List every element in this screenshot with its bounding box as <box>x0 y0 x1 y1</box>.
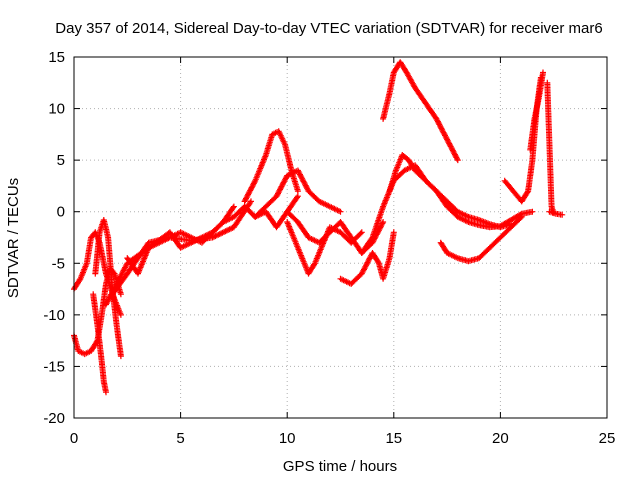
series-markers <box>544 79 557 216</box>
axis-ticks: 0 5 10 15 20 25 -20 -15 -10 -5 0 5 10 15 <box>43 49 615 447</box>
series-arc-20 <box>546 208 566 218</box>
x-tick-label: 5 <box>176 430 184 447</box>
series-arc-18 <box>527 69 546 153</box>
series-markers <box>358 162 515 256</box>
x-axis-label: GPS time / hours <box>283 458 397 475</box>
y-tick-label: -10 <box>43 307 65 324</box>
x-tick-label: 20 <box>492 430 509 447</box>
series-markers <box>546 208 566 218</box>
x-tick-label: 25 <box>599 430 616 447</box>
series-arc-15 <box>380 59 461 164</box>
y-tick-label: 5 <box>57 152 65 169</box>
series-arc-10 <box>284 219 365 277</box>
y-tick-label: 10 <box>48 101 65 118</box>
plot-frame <box>73 56 608 419</box>
series-arc-7 <box>124 193 301 277</box>
series-markers <box>241 167 344 220</box>
series-arc-8 <box>241 128 301 205</box>
series-markers <box>437 213 525 265</box>
series-arc-17 <box>501 74 544 205</box>
series-markers <box>241 128 301 205</box>
series-markers <box>103 203 237 308</box>
series-markers <box>501 74 544 205</box>
series-arc-19 <box>544 79 557 216</box>
series-markers <box>124 193 301 277</box>
series-markers <box>284 219 365 277</box>
x-tick-label: 0 <box>70 430 78 447</box>
x-tick-label: 10 <box>279 430 296 447</box>
series-arc-3 <box>90 291 109 396</box>
x-tick-label: 15 <box>385 430 402 447</box>
series-arc-14 <box>386 152 536 231</box>
y-tick-label: -5 <box>52 255 65 272</box>
y-tick-label: -15 <box>43 358 65 375</box>
series-markers <box>337 229 397 287</box>
series-arc-12 <box>337 229 397 287</box>
series-markers <box>386 152 536 231</box>
y-tick-label: -20 <box>43 410 65 427</box>
series-markers <box>90 291 109 396</box>
grid-lines <box>74 57 607 418</box>
series-markers <box>380 59 461 164</box>
series-arc-13 <box>358 162 515 256</box>
series-arc-5 <box>103 203 237 308</box>
series-arc-9 <box>241 167 344 220</box>
y-tick-label: 0 <box>57 204 65 221</box>
y-axis-label: SDTVAR / TECUs <box>5 178 22 298</box>
chart-title: Day 357 of 2014, Sidereal Day-to-day VTE… <box>55 20 602 37</box>
y-tick-label: 15 <box>48 49 65 66</box>
series-markers <box>527 69 546 153</box>
series-arc-16 <box>437 213 525 265</box>
data-points <box>71 59 566 396</box>
